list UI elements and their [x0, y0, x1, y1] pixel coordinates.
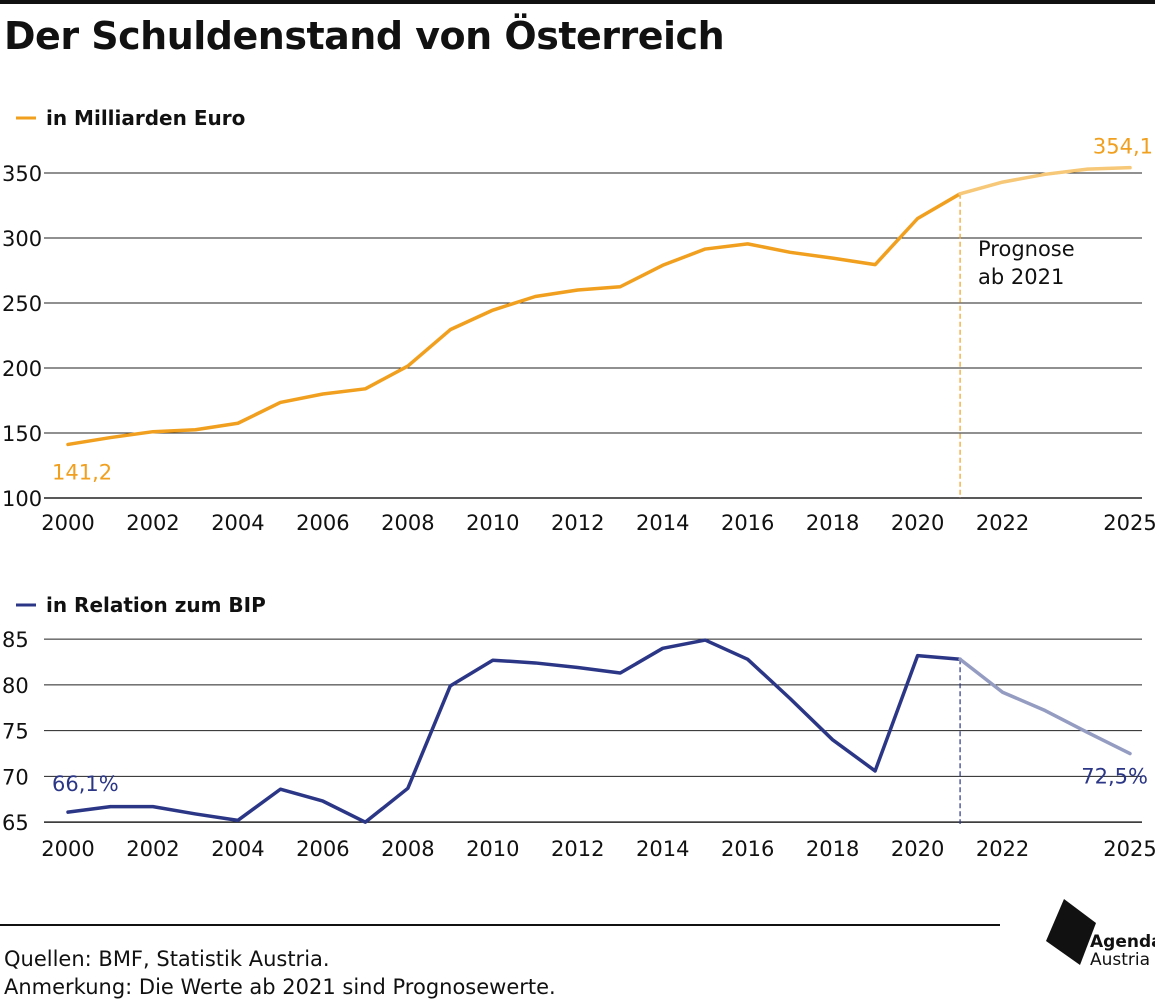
debt-euro-series-line	[66, 192, 962, 447]
debt-gdp-xtick-2020: 2020	[891, 837, 944, 861]
agenda-austria-logo: Agenda Austria	[1044, 895, 1155, 975]
debt-gdp-forecast-line	[958, 657, 1132, 756]
debt-gdp-ytick-80: 80	[2, 674, 29, 698]
debt-euro-ytick-250: 250	[2, 292, 42, 316]
debt-charts: in Milliarden Euro 100 150 200 250 300 350 2000…	[2, 106, 1155, 861]
debt-euro-xtick-2000: 2000	[41, 511, 94, 535]
footer-rule	[0, 924, 1000, 926]
chart-title: Der Schuldenstand von Österreich	[4, 14, 725, 58]
debt-euro-annotation-line-1: Prognose	[978, 237, 1075, 261]
debt-euro-xtick-2022: 2022	[976, 511, 1029, 535]
debt-gdp-end-label: 72,5%	[1081, 765, 1148, 789]
debt-euro-ytick-100: 100	[2, 487, 42, 511]
top-rule	[0, 0, 1155, 4]
debt-gdp-xtick-2025: 2025	[1103, 837, 1155, 861]
debt-euro-ytick-200: 200	[2, 357, 42, 381]
debt-gdp-xtick-2000: 2000	[41, 837, 94, 861]
logo-line-2: Austria	[1090, 950, 1151, 970]
debt-euro-xtick-2008: 2008	[381, 511, 434, 535]
debt-gdp-xtick-2014: 2014	[636, 837, 689, 861]
debt-gdp-xtick-2010: 2010	[466, 837, 519, 861]
footer-sources: Quellen: BMF, Statistik Austria.	[4, 947, 330, 971]
debt-gdp-series-line	[66, 638, 962, 824]
debt-gdp-legend-label: in Relation zum BIP	[46, 593, 266, 617]
logo-text: Agenda Austria	[1090, 933, 1155, 969]
debt-euro-legend-label: in Milliarden Euro	[46, 106, 245, 130]
debt-euro-end-label: 354,1	[1093, 135, 1153, 159]
footer-note: Anmerkung: Die Werte ab 2021 sind Progno…	[4, 975, 556, 999]
debt-gdp-xtick-2008: 2008	[381, 837, 434, 861]
debt-euro-xtick-2025: 2025	[1103, 511, 1155, 535]
debt-gdp-ytick-70: 70	[2, 765, 29, 789]
debt-euro-xtick-2014: 2014	[636, 511, 689, 535]
debt-gdp-ytick-65: 65	[2, 811, 29, 835]
debt-gdp-xtick-2016: 2016	[721, 837, 774, 861]
logo-line-1: Agenda	[1090, 932, 1155, 952]
debt-euro-xtick-2010: 2010	[466, 511, 519, 535]
debt-gdp-xtick-2002: 2002	[126, 837, 179, 861]
debt-euro-forecast-line	[958, 165, 1132, 196]
debt-euro-ytick-150: 150	[2, 422, 42, 446]
debt-euro-xtick-2002: 2002	[126, 511, 179, 535]
debt-gdp-xtick-2022: 2022	[976, 837, 1029, 861]
debt-gdp-xtick-2006: 2006	[296, 837, 349, 861]
debt-euro-xtick-2018: 2018	[806, 511, 859, 535]
debt-euro-ytick-350: 350	[2, 162, 42, 186]
footer-notes: Quellen: BMF, Statistik Austria. Anmerku…	[4, 945, 556, 1001]
debt-euro-start-label: 141,2	[52, 460, 112, 484]
debt-euro-xtick-2012: 2012	[551, 511, 604, 535]
debt-euro-xtick-2016: 2016	[721, 511, 774, 535]
debt-euro-annotation-line-2: ab 2021	[978, 265, 1064, 289]
debt-gdp-xtick-2004: 2004	[211, 837, 264, 861]
agenda-austria-logo-icon	[1046, 899, 1096, 965]
debt-euro-xtick-2006: 2006	[296, 511, 349, 535]
debt-euro-ytick-300: 300	[2, 227, 42, 251]
debt-gdp-xtick-2018: 2018	[806, 837, 859, 861]
debt-gdp-ytick-75: 75	[2, 720, 29, 744]
debt-euro-xtick-2020: 2020	[891, 511, 944, 535]
debt-gdp-start-label: 66,1%	[52, 772, 119, 796]
debt-gdp-ytick-85: 85	[2, 628, 29, 652]
debt-euro-xtick-2004: 2004	[211, 511, 264, 535]
debt-gdp-xtick-2012: 2012	[551, 837, 604, 861]
